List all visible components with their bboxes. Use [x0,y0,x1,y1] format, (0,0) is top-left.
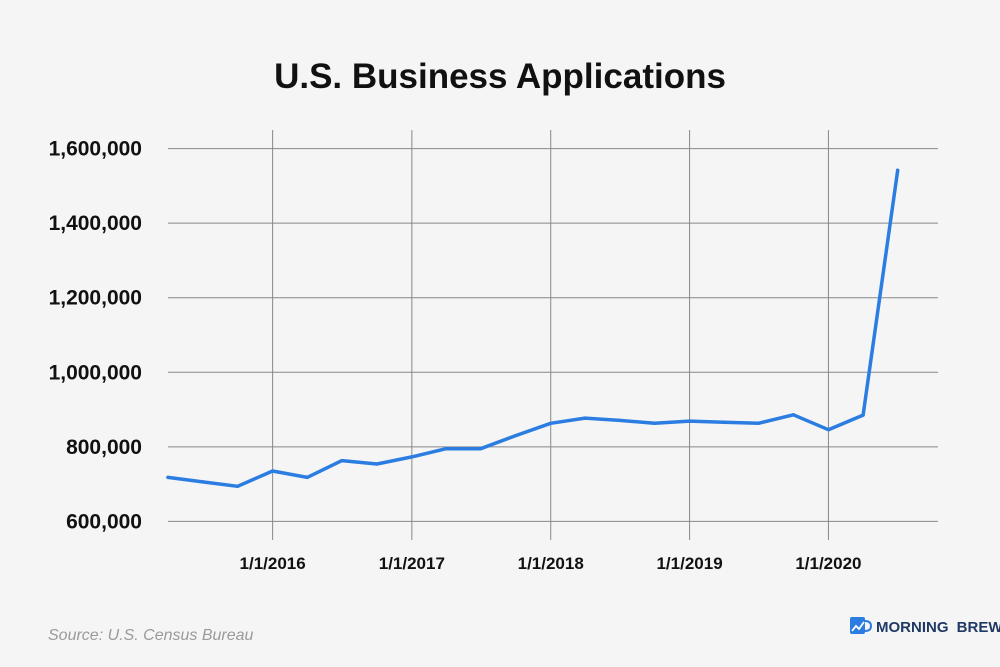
x-tick-label: 1/1/2018 [518,554,584,573]
data-point [514,434,518,438]
morning-brew-mug-icon [850,617,873,634]
data-point [826,428,831,432]
x-tick-label: 1/1/2016 [240,554,306,573]
y-tick-label: 800,000 [66,436,142,459]
brand-logo: MORNING BREW [850,617,1000,636]
y-tick-label: 1,400,000 [49,212,142,235]
data-point [271,469,275,473]
data-point [652,421,657,425]
data-point [166,475,170,479]
y-tick-label: 1,000,000 [49,361,142,384]
data-point [617,418,622,422]
y-axis-ticks: 600,000 800,000 1,000,000 1,200,000 1,400,00… [49,138,142,534]
data-point [722,420,726,424]
data-point [375,462,379,466]
brand-name-brew: BREW [957,619,1000,636]
data-point [410,455,414,459]
data-point [444,447,448,451]
data-point [340,459,344,463]
data-point [687,419,692,423]
y-tick-label: 1,600,000 [49,138,142,161]
data-point [201,480,205,484]
data-point [305,475,309,479]
x-tick-label: 1/1/2019 [656,554,722,573]
grid [168,130,938,540]
data-point [896,168,900,172]
brand-name-morning: MORNING [876,619,949,636]
series-line [166,168,900,489]
source-note: Source: U.S. Census Bureau [48,627,254,644]
x-tick-label: 1/1/2017 [379,554,445,573]
data-point [236,484,240,488]
data-point [479,447,483,451]
data-point [756,421,761,425]
x-axis-ticks: 1/1/2016 1/1/2017 1/1/2018 1/1/2019 1/1/2020 [240,554,862,573]
data-point [549,421,553,425]
data-point [861,413,865,417]
series-layer [166,168,900,489]
y-tick-label: 1,200,000 [49,287,142,310]
svg-text:MORNING BREW: MORNING BREW [876,619,1000,636]
chart-title: U.S. Business Applications [274,57,726,96]
x-tick-label: 1/1/2020 [795,554,861,573]
data-point [791,413,796,417]
data-point [583,416,587,420]
y-tick-label: 600,000 [66,510,142,533]
